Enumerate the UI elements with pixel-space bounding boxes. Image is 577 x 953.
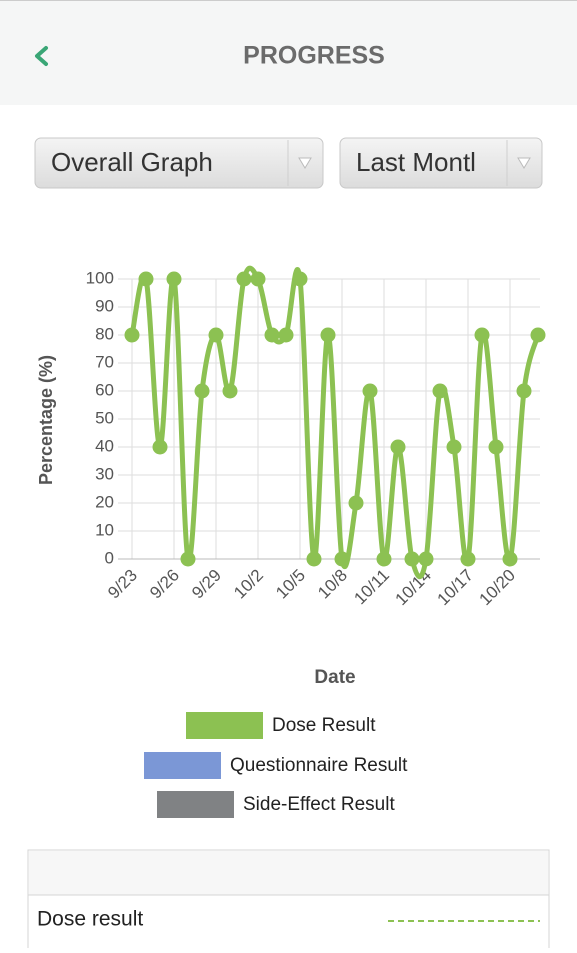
x-tick-label: 10/8 (314, 566, 351, 603)
x-tick-label: 10/14 (391, 566, 435, 610)
x-tick-label: 10/5 (272, 566, 309, 603)
x-tick-label: 9/26 (146, 566, 183, 603)
data-point (180, 551, 196, 567)
dropdown-arrow (298, 157, 312, 169)
data-point (250, 271, 266, 287)
data-point (348, 495, 364, 511)
y-tick-label: 60 (95, 380, 114, 399)
y-tick-label: 40 (95, 436, 114, 455)
y-tick-label: 10 (95, 520, 114, 539)
data-point (264, 327, 280, 343)
x-tick-label: 10/20 (475, 566, 519, 610)
dropdown-arrow (517, 157, 531, 169)
y-axis-label: Percentage (%) (36, 355, 56, 485)
x-tick-label: 10/2 (230, 566, 267, 603)
x-tick-label: 10/17 (433, 566, 477, 610)
x-axis-label: Date (314, 667, 355, 688)
data-point (334, 551, 350, 567)
y-tick-label: 70 (95, 352, 114, 371)
legend-swatch (186, 712, 263, 739)
data-point (516, 383, 532, 399)
y-tick-label: 20 (95, 492, 114, 511)
data-point (278, 327, 294, 343)
legend-swatch (157, 791, 234, 818)
data-point (390, 439, 406, 455)
data-point (208, 327, 224, 343)
x-tick-label: 9/29 (188, 566, 225, 603)
data-point (446, 439, 462, 455)
data-point (236, 271, 252, 287)
data-point (152, 439, 168, 455)
data-point (292, 271, 308, 287)
dropdown-label: Last Montl (356, 147, 476, 177)
data-point (138, 271, 154, 287)
data-point (474, 327, 490, 343)
data-point (320, 327, 336, 343)
data-point (222, 383, 238, 399)
legend-label: Questionnaire Result (230, 755, 408, 776)
y-tick-label: 30 (95, 464, 114, 483)
data-point (124, 327, 140, 343)
dropdown[interactable]: Last Montl (339, 137, 543, 189)
data-point (418, 551, 434, 567)
data-point (194, 383, 210, 399)
legend-swatch (144, 752, 221, 779)
x-tick-label: 9/23 (104, 566, 141, 603)
data-point (530, 327, 546, 343)
data-point (488, 439, 504, 455)
table-header (29, 851, 548, 895)
y-tick-label: 80 (95, 324, 114, 343)
data-point (404, 551, 420, 567)
y-tick-label: 50 (95, 408, 114, 427)
y-tick-label: 0 (105, 548, 114, 567)
y-tick-label: 90 (95, 296, 114, 315)
series-line (129, 265, 541, 580)
back-button[interactable] (35, 46, 48, 66)
dropdown[interactable]: Overall Graph (34, 137, 324, 189)
data-point (166, 271, 182, 287)
data-point (432, 383, 448, 399)
data-point (376, 551, 392, 567)
header-title: PROGRESS (243, 42, 385, 70)
dropdown-box (339, 137, 543, 189)
x-tick-label: 10/11 (350, 566, 393, 609)
header-bar (0, 0, 577, 105)
legend-label: Side-Effect Result (243, 794, 395, 815)
data-point (460, 551, 476, 567)
dropdown-box (34, 137, 324, 189)
table-row-label: Dose result (37, 908, 143, 931)
data-point (306, 551, 322, 567)
dropdown-label: Overall Graph (51, 147, 213, 177)
legend-label: Dose Result (272, 715, 376, 736)
data-point (362, 383, 378, 399)
y-tick-label: 100 (86, 268, 114, 287)
data-point (502, 551, 518, 567)
